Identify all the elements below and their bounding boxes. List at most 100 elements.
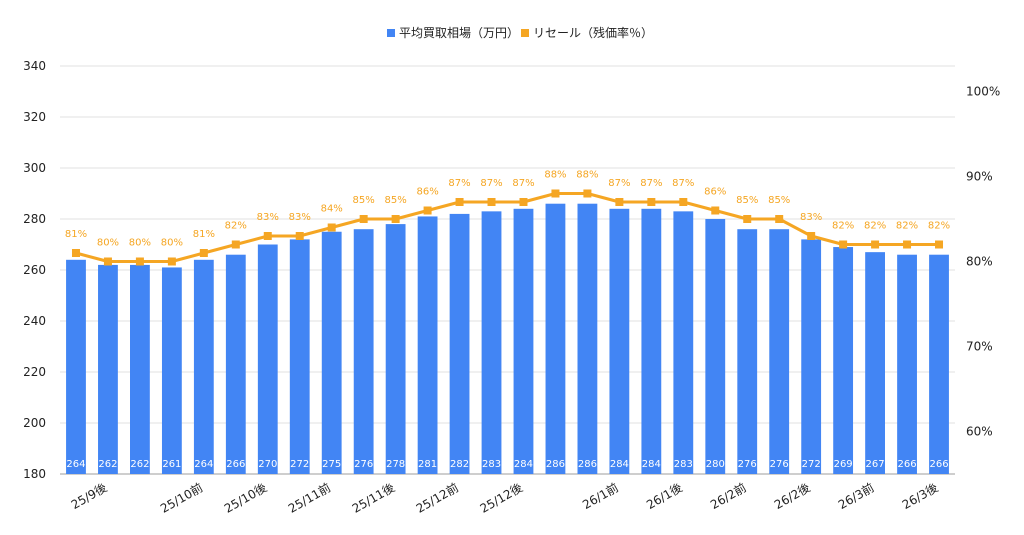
bar: [705, 219, 726, 474]
right-y-axis: 60% 70% 80% 90% 100%: [966, 85, 1000, 439]
bar: [385, 224, 406, 474]
bar-data-label: 276: [770, 459, 789, 470]
line-point: [231, 240, 240, 249]
bar: [193, 259, 214, 474]
right-tick-label: 80%: [966, 255, 993, 269]
bar: [481, 211, 502, 474]
left-y-axis: 180 200 220 240 260 280 300 320 340: [23, 59, 46, 481]
line-data-label: 85%: [736, 195, 758, 206]
bar: [737, 229, 758, 474]
line-data-label: 87%: [608, 178, 630, 189]
bar-data-label: 266: [898, 459, 917, 470]
left-tick-label: 180: [23, 467, 46, 481]
bar: [673, 211, 694, 474]
line-data-label: 82%: [225, 221, 247, 232]
bar-data-label: 269: [834, 459, 853, 470]
bar: [130, 264, 150, 474]
bar: [98, 264, 118, 474]
right-tick-label: 90%: [966, 170, 993, 184]
bar-data-label: 281: [418, 459, 437, 470]
bar-data-label: 262: [98, 459, 117, 470]
bar-data-label: 283: [482, 459, 501, 470]
bar-data-label: 282: [450, 459, 469, 470]
line-point: [871, 240, 880, 249]
right-tick-label: 70%: [966, 340, 993, 354]
line-point: [807, 232, 816, 240]
x-tick-label: 26/1後: [644, 480, 685, 512]
bar-data-label: 280: [706, 459, 725, 470]
line-point: [295, 232, 304, 240]
line-data-label: 80%: [129, 238, 151, 249]
line-data-label: 83%: [257, 212, 279, 223]
bar: [897, 254, 917, 474]
line-point: [423, 206, 432, 215]
bar: [609, 208, 630, 475]
x-tick-label: 26/2後: [772, 480, 813, 512]
bar-data-label: 264: [194, 459, 213, 470]
x-tick-label: 26/2前: [707, 480, 748, 512]
line-point: [455, 198, 464, 206]
bar-data-label: 278: [386, 459, 405, 470]
line-data-label: 82%: [896, 221, 918, 232]
left-tick-label: 340: [23, 59, 46, 73]
line-data-label: 80%: [97, 238, 119, 249]
line-point: [839, 240, 848, 249]
left-tick-label: 260: [23, 263, 46, 277]
line-series: 81% 80% 80% 80% 81% 82% 83% 83% 84% 85% 85% 86% 87% 8…: [65, 170, 950, 266]
bar-data-label: 272: [290, 459, 309, 470]
legend-label-bar: 平均買取相場（万円）: [399, 26, 519, 40]
x-tick-label: 25/12後: [478, 480, 525, 515]
left-tick-label: 280: [23, 212, 46, 226]
line-data-label: 88%: [576, 170, 598, 181]
bar-data-label: 276: [354, 459, 373, 470]
bar-data-label: 264: [66, 459, 85, 470]
line-point: [487, 198, 496, 206]
line-point: [359, 215, 368, 223]
bar: [641, 208, 662, 475]
line-data-label: 86%: [704, 187, 726, 198]
x-tick-label: 26/3前: [835, 480, 876, 512]
bar: [449, 213, 470, 474]
line-data-label: 85%: [385, 195, 407, 206]
line-data-label: 87%: [480, 178, 502, 189]
line-point: [167, 257, 176, 266]
line-point: [103, 257, 112, 266]
line-point: [615, 198, 624, 206]
x-tick-label: 25/11前: [285, 480, 333, 516]
bar-data-label: 275: [322, 459, 341, 470]
bar: [833, 247, 854, 474]
line-data-label: 87%: [640, 178, 662, 189]
bar-data-label: 261: [162, 459, 181, 470]
x-tick-label: 25/11後: [350, 480, 397, 515]
line-point: [679, 198, 688, 206]
bar-data-label: 284: [610, 459, 629, 470]
bar-data-label: 267: [866, 459, 885, 470]
line-point: [199, 249, 208, 257]
line-data-label: 87%: [448, 178, 470, 189]
bar: [577, 203, 598, 474]
legend: 平均買取相場（万円） リセール（残価率％）: [387, 25, 653, 40]
left-tick-label: 300: [23, 161, 46, 175]
bar-series: 264 262 262 261 264 266 270 272 275 276 278 281 282 2…: [66, 203, 949, 475]
line-data-label: 87%: [672, 178, 694, 189]
left-tick-label: 240: [23, 314, 46, 328]
bar: [513, 208, 534, 475]
line-data-label: 88%: [544, 170, 566, 181]
line-data-label: 86%: [416, 187, 438, 198]
x-tick-label: 25/12前: [413, 480, 461, 516]
line-data-label: 83%: [800, 212, 822, 223]
bar: [769, 229, 790, 474]
bar: [801, 239, 822, 474]
legend-swatch-bar: [387, 29, 395, 37]
line-point: [519, 198, 528, 206]
legend-swatch-line: [521, 29, 529, 37]
right-tick-label: 60%: [966, 425, 993, 439]
line-data-label: 81%: [193, 229, 215, 240]
line-data-label: 87%: [512, 178, 534, 189]
line-data-label: 80%: [161, 238, 183, 249]
x-tick-label: 25/10前: [157, 480, 205, 516]
bar: [161, 267, 182, 474]
line-data-label: 85%: [768, 195, 790, 206]
line-point: [903, 240, 912, 249]
line-point: [391, 215, 400, 223]
